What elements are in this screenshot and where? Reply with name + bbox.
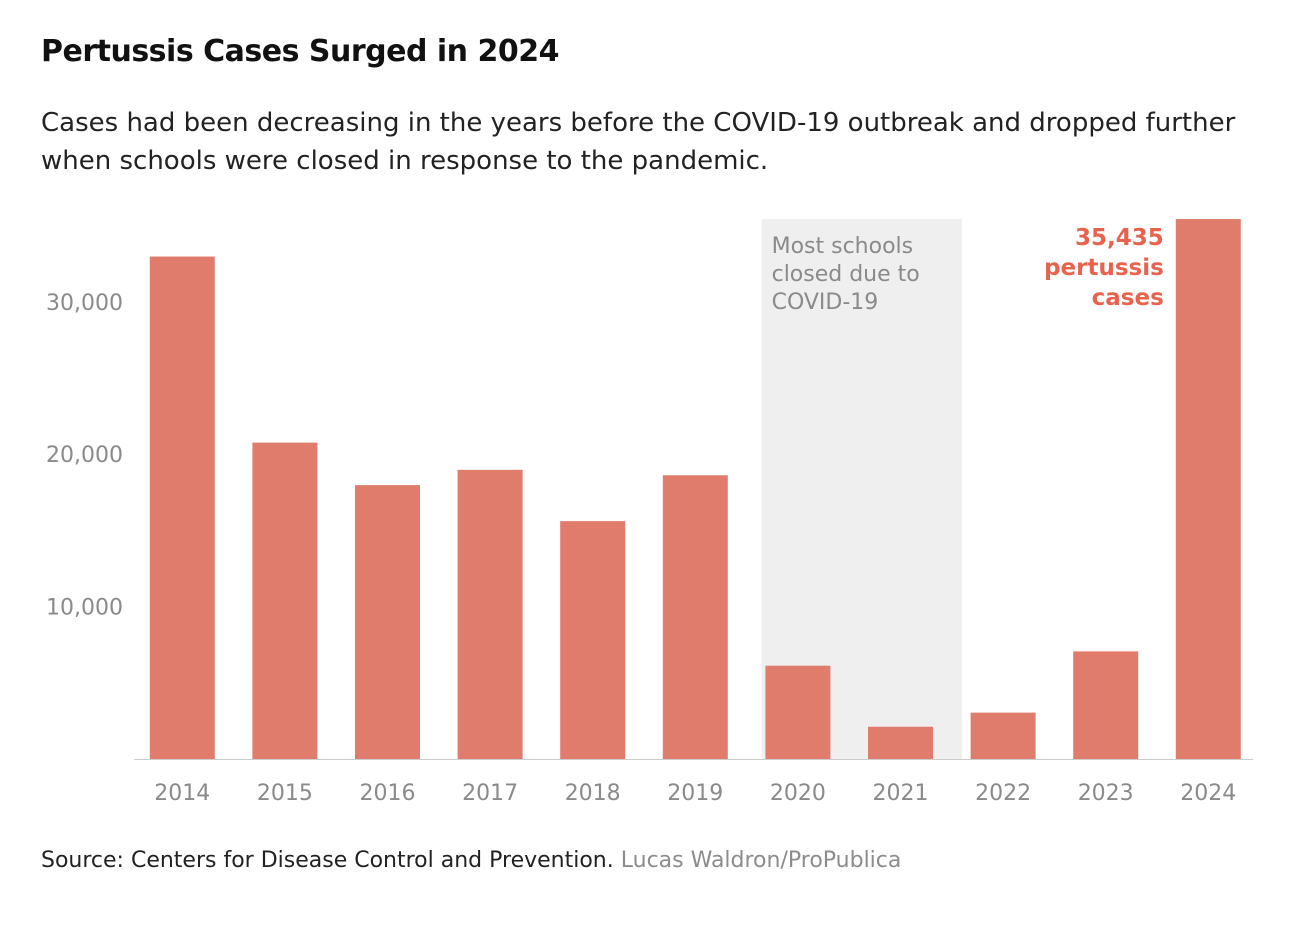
bar-2021 — [868, 726, 933, 759]
x-tick-label: 2018 — [565, 781, 621, 806]
x-tick-label: 2024 — [1180, 781, 1236, 806]
y-tick-label: 10,000 — [46, 596, 123, 621]
chart-subtitle: Cases had been decreasing in the years b… — [41, 108, 1236, 176]
x-tick-label: 2015 — [257, 781, 313, 806]
annotation-line: pertussis — [1044, 255, 1164, 281]
x-tick-label: 2021 — [873, 781, 929, 806]
shade-label-line: COVID-19 — [772, 290, 879, 315]
bar-2014 — [149, 256, 215, 759]
y-tick-label: 30,000 — [46, 291, 123, 316]
x-tick-label: 2017 — [462, 781, 518, 806]
x-tick-label: 2022 — [975, 781, 1031, 806]
x-tick-label: 2019 — [667, 781, 723, 806]
annotation-line: cases — [1092, 285, 1164, 311]
bar-2017 — [457, 469, 523, 759]
bar-2022 — [970, 712, 1036, 759]
chart-title: Pertussis Cases Surged in 2024 — [41, 34, 559, 69]
bar-2019 — [662, 475, 728, 759]
bar-2020 — [765, 665, 831, 759]
bar-2018 — [560, 521, 626, 759]
bar-chart: Most schools closed due to COVID-19 10,000 2… — [46, 219, 1253, 806]
bar-2024 — [1175, 219, 1241, 759]
credit-text: Lucas Waldron/ProPublica — [620, 848, 902, 873]
x-tick-label: 2023 — [1078, 781, 1134, 806]
bar-2016 — [355, 485, 420, 759]
annotation-line: 35,435 — [1075, 225, 1164, 251]
y-tick-label: 20,000 — [46, 443, 123, 468]
x-tick-label: 2016 — [360, 781, 416, 806]
source-line: Source: Centers for Disease Control and … — [41, 848, 901, 873]
x-tick-label: 2014 — [154, 781, 210, 806]
source-text: Source: Centers for Disease Control and … — [41, 848, 614, 873]
shade-label-line: Most schools — [772, 234, 914, 259]
bar-2023 — [1073, 651, 1139, 759]
x-tick-label: 2020 — [770, 781, 826, 806]
shade-label-line: closed due to — [772, 262, 920, 287]
bar-2015 — [252, 442, 318, 759]
